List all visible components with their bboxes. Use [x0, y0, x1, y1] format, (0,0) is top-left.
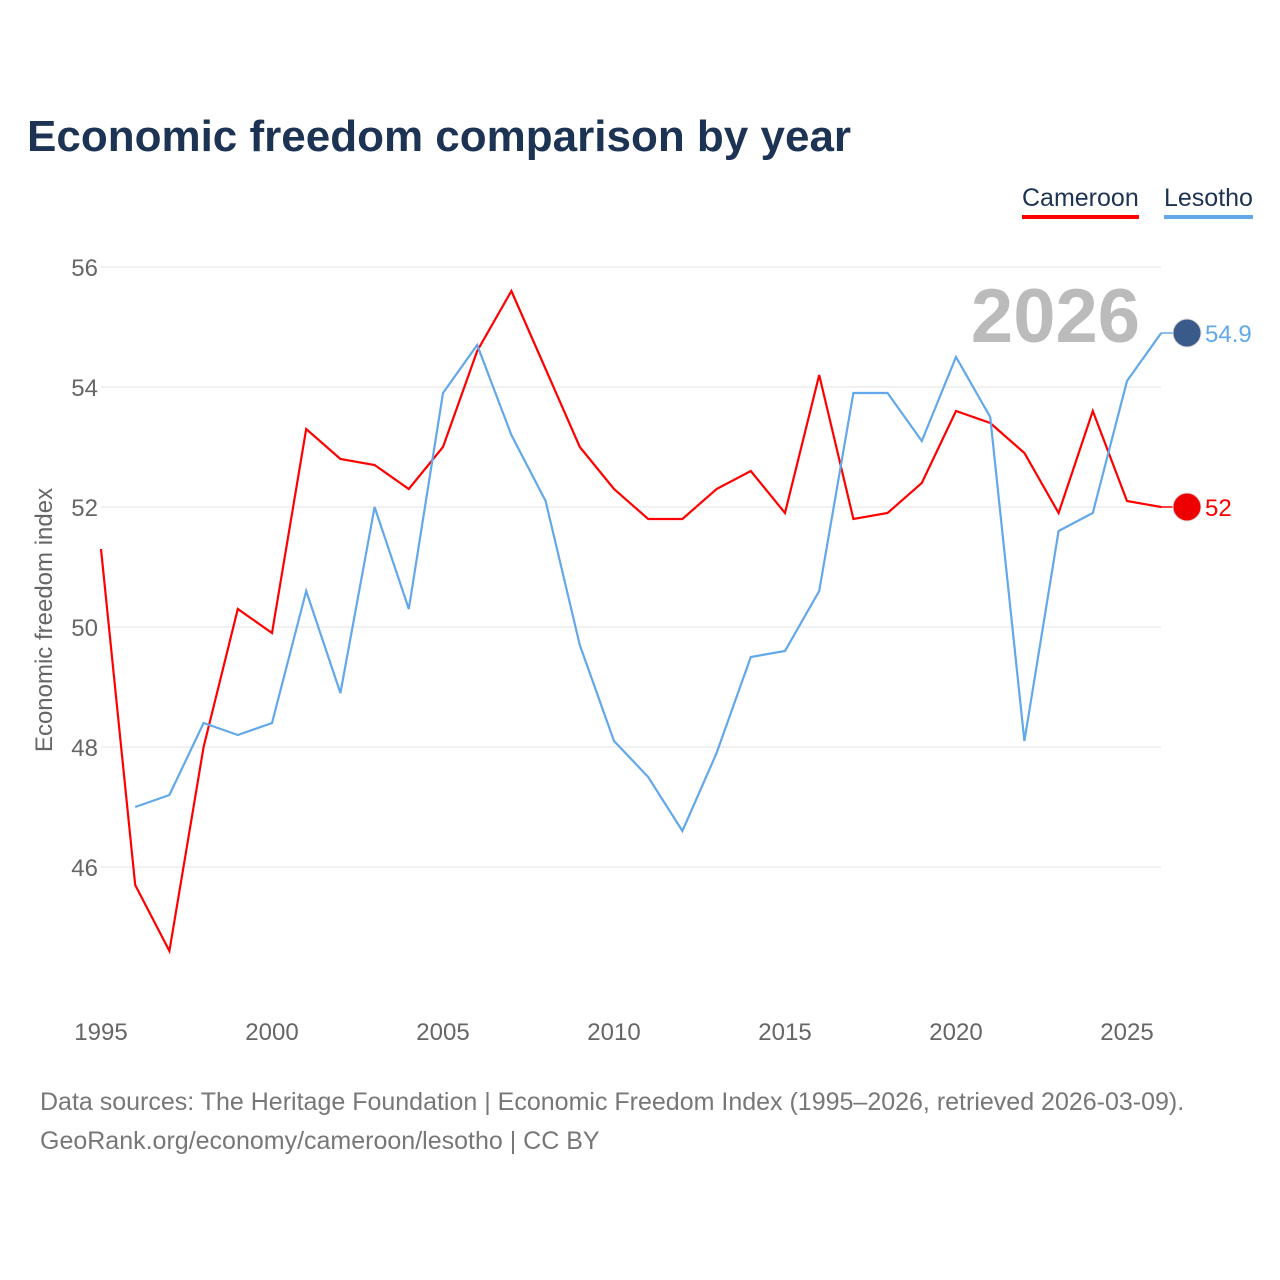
cameroon-flag-icon: [1172, 492, 1202, 522]
chart-title: Economic freedom comparison by year: [27, 112, 852, 161]
series-line-cameroon: [99, 288, 1162, 955]
x-tick-label: 1995: [74, 1019, 127, 1046]
source-line-1: Data sources: The Heritage Foundation | …: [40, 1088, 1185, 1116]
y-axis-label: Economic freedom index: [31, 488, 58, 752]
end-value-label: 52: [1205, 495, 1232, 522]
x-tick-label: 2015: [758, 1019, 811, 1046]
source-line-2[interactable]: GeoRank.org/economy/cameroon/lesotho | C…: [40, 1127, 600, 1155]
y-tick-label: 48: [71, 735, 98, 762]
series-line-lesotho: [134, 332, 1163, 834]
y-tick-label: 50: [71, 615, 98, 642]
x-tick-label: 2025: [1100, 1019, 1153, 1046]
y-tick-label: 52: [71, 495, 98, 522]
x-tick-label: 2000: [245, 1019, 298, 1046]
y-tick-label: 46: [71, 855, 98, 882]
y-tick-label: 54: [71, 375, 98, 402]
x-tick-label: 2005: [416, 1019, 469, 1046]
y-tick-label: 56: [71, 255, 98, 282]
legend-lesotho[interactable]: Lesotho: [1164, 184, 1253, 219]
x-tick-label: 2020: [929, 1019, 982, 1046]
x-tick-label: 2010: [587, 1019, 640, 1046]
end-value-label: 54.9: [1205, 321, 1252, 348]
legend-cameroon[interactable]: Cameroon: [1022, 184, 1139, 219]
year-label: 2026: [971, 274, 1140, 359]
lesotho-flag-icon: [1172, 318, 1202, 348]
